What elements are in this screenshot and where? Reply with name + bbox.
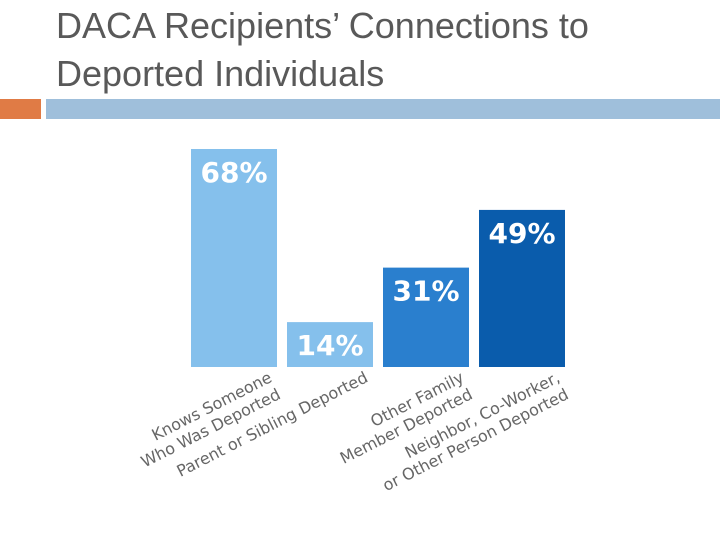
bar-value-label-3: 31% [392, 275, 459, 308]
bar-4 [479, 209, 565, 367]
bar-1 [191, 149, 277, 367]
bar-value-label-1: 68% [200, 156, 267, 189]
title-accent-bar-orange [0, 99, 41, 119]
title-accent-bar-blue [46, 99, 720, 119]
bar-value-label-2: 14% [296, 329, 363, 362]
bar-3 [383, 267, 469, 367]
bar-value-label-4: 49% [488, 217, 555, 250]
slide-title: DACA Recipients’ Connections to Deported… [56, 5, 589, 94]
bar-2 [287, 322, 373, 367]
